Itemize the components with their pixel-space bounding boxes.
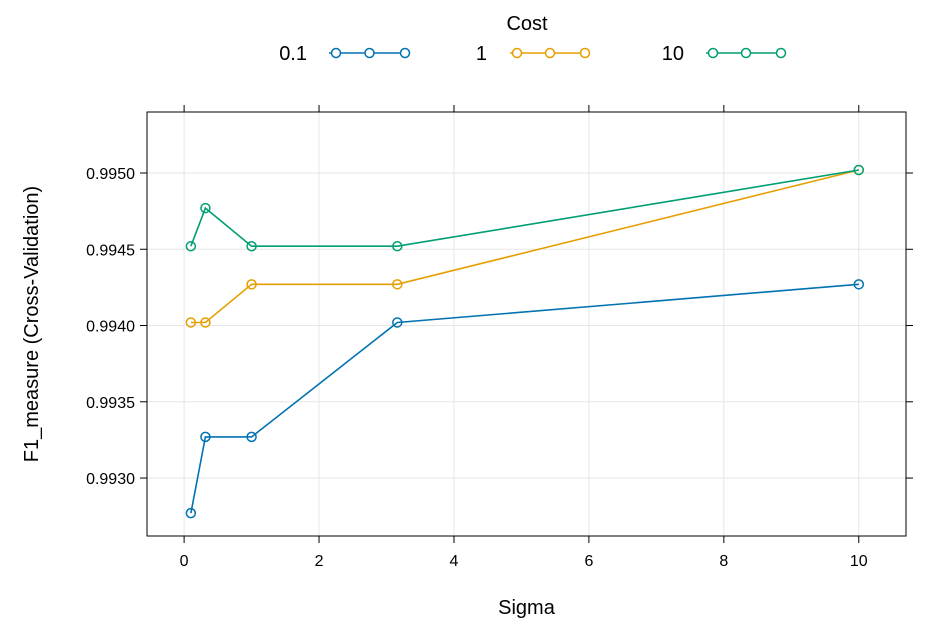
y-tick-label: 0.9950 <box>86 166 135 183</box>
legend-marker <box>707 47 719 59</box>
legend-marker <box>740 47 752 59</box>
legend-marker <box>511 47 523 59</box>
data-point <box>853 164 865 176</box>
y-axis-title: F1_measure (Cross-Validation) <box>21 186 43 462</box>
x-tick-label: 8 <box>719 553 728 570</box>
legend-marker <box>364 47 375 59</box>
grid <box>147 112 906 536</box>
data-point <box>392 317 403 328</box>
x-tick-label: 2 <box>315 553 324 570</box>
legend-marker <box>399 47 411 59</box>
x-tick-label: 10 <box>850 553 868 570</box>
data-point <box>200 431 211 443</box>
plot-frame <box>146 111 907 537</box>
x-tick-label: 4 <box>450 553 459 570</box>
data-point <box>246 279 257 290</box>
legend: Cost 0.1 1 10 <box>279 13 787 65</box>
data-point <box>185 317 197 328</box>
legend-title: Cost <box>506 13 548 35</box>
data-point <box>185 240 197 252</box>
data-point <box>853 279 865 290</box>
series-line <box>190 283 859 514</box>
data-point <box>392 279 403 290</box>
y-tick-label: 0.9935 <box>86 395 135 412</box>
legend-marker <box>775 47 787 59</box>
legend-label: 0.1 <box>279 43 307 65</box>
y-tick-label: 0.9930 <box>86 471 135 488</box>
series-group <box>185 164 865 519</box>
legend-marker <box>330 47 342 59</box>
data-point <box>246 240 257 252</box>
y-tick-label: 0.9940 <box>86 319 135 336</box>
legend-label: 10 <box>662 43 684 65</box>
legend-marker <box>579 47 591 59</box>
legend-label: 1 <box>476 43 487 65</box>
series-line <box>190 169 859 247</box>
x-tick-label: 0 <box>180 553 189 570</box>
x-axis-title: Sigma <box>498 597 556 619</box>
data-point <box>246 431 257 443</box>
data-point <box>200 202 211 214</box>
y-tick-label: 0.9945 <box>86 242 135 259</box>
legend-marker <box>544 47 556 59</box>
data-point <box>185 507 197 519</box>
axis-ticks: 0 2 4 6 8 10 0.9930 0.9935 0.9940 0.9945 0.9950 <box>86 105 913 570</box>
x-tick-label: 6 <box>584 553 593 570</box>
data-point <box>200 317 211 328</box>
data-point <box>392 240 403 252</box>
